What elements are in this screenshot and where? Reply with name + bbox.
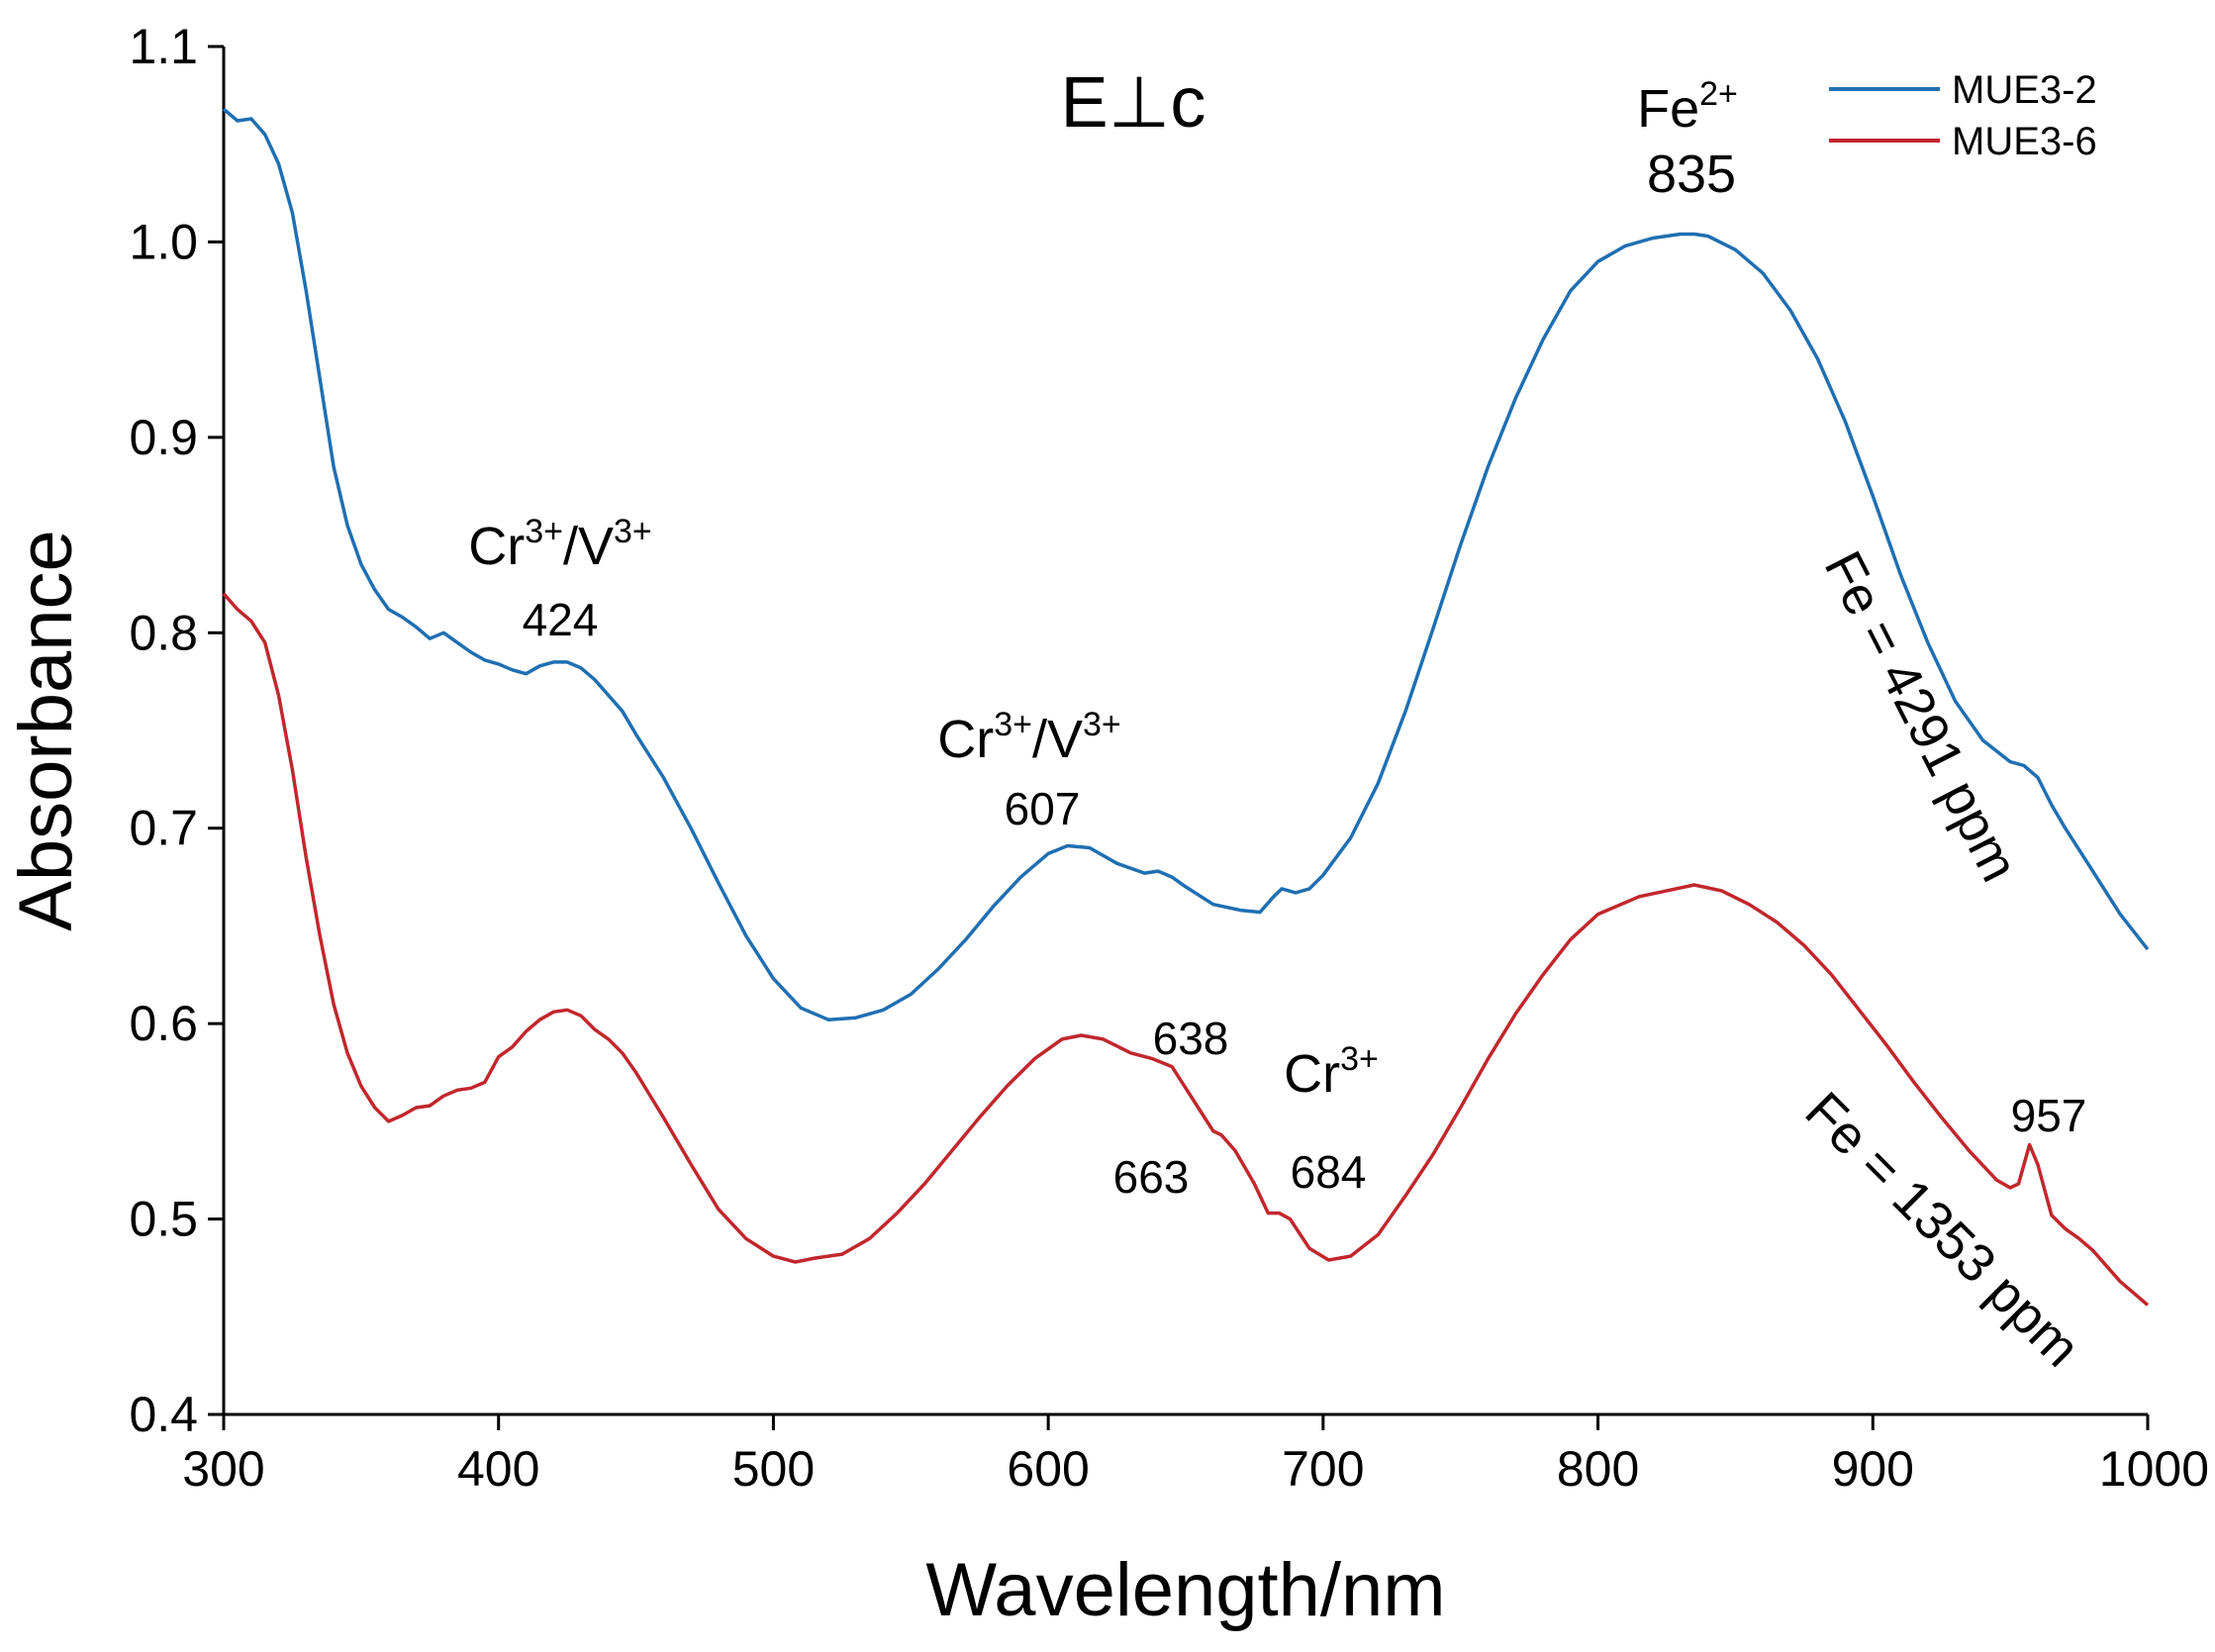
annotation-607: 607 <box>1005 783 1081 834</box>
annotation-684: 684 <box>1291 1146 1367 1198</box>
annotation-424: 424 <box>523 594 599 645</box>
legend-label-mue3-2: MUE3-2 <box>1952 68 2097 112</box>
annotation-cr-v-607: Cr3+/V3+ <box>937 706 1121 769</box>
sup-v-424: 3+ <box>614 513 652 550</box>
annotation-957: 957 <box>2011 1090 2087 1141</box>
y-tick-label: 0.4 <box>129 1387 198 1442</box>
annotation-663: 663 <box>1113 1151 1190 1203</box>
y-tick-label: 1.1 <box>129 19 198 74</box>
x-axis-ticks: 300 400 500 600 700 800 900 1000 <box>182 1414 2209 1497</box>
series-line-mue3-2 <box>222 107 2150 1021</box>
y-axis-ticks: 0.4 0.5 0.6 0.7 0.8 0.9 1.0 1.1 <box>129 19 224 1442</box>
ann-cr-label: Cr <box>1284 1044 1340 1104</box>
annotation-fe-4291: Fe = 4291 ppm <box>1813 542 2030 891</box>
chart-title: E⊥c <box>1061 63 1206 143</box>
legend-label-mue3-6: MUE3-6 <box>1952 120 2097 163</box>
x-tick-label: 900 <box>1832 1441 1914 1497</box>
annotation-cr-v-424: Cr3+/V3+ <box>468 513 652 576</box>
annotation-638: 638 <box>1153 1013 1229 1064</box>
x-tick-label: 400 <box>457 1441 539 1497</box>
ann-slash-607: / <box>1032 710 1047 769</box>
y-tick-label: 0.9 <box>129 410 198 465</box>
legend: MUE3-2 MUE3-6 <box>1829 68 2097 163</box>
y-tick-label: 1.0 <box>129 214 198 269</box>
sup-cr-607: 3+ <box>994 706 1032 743</box>
series-line-mue3-6 <box>222 592 2150 1307</box>
x-tick-label: 1000 <box>2099 1441 2209 1497</box>
annotation-cr3: Cr3+ <box>1284 1040 1379 1104</box>
annotation-fe2: Fe2+ <box>1637 75 1738 139</box>
series-layer <box>222 107 2150 1307</box>
sup-v-607: 3+ <box>1083 706 1121 743</box>
y-tick-label: 0.8 <box>129 605 198 660</box>
y-tick-label: 0.5 <box>129 1192 198 1247</box>
x-tick-label: 600 <box>1007 1441 1089 1497</box>
x-tick-label: 800 <box>1557 1441 1639 1497</box>
sup-fe: 2+ <box>1699 75 1738 113</box>
x-tick-label: 300 <box>182 1441 264 1497</box>
ann-fe-label: Fe <box>1637 79 1699 139</box>
x-tick-label: 500 <box>732 1441 815 1497</box>
ann-slash-424: / <box>563 517 578 576</box>
x-tick-label: 700 <box>1282 1441 1364 1497</box>
sup-cr-684: 3+ <box>1340 1040 1379 1078</box>
y-tick-label: 0.7 <box>129 801 198 856</box>
y-axis-title: Absorbance <box>4 530 88 931</box>
sup-cr-424: 3+ <box>525 513 563 550</box>
annotation-835: 835 <box>1647 145 1736 204</box>
x-axis-title: Wavelength/nm <box>925 1548 1445 1632</box>
y-tick-label: 0.6 <box>129 996 198 1051</box>
